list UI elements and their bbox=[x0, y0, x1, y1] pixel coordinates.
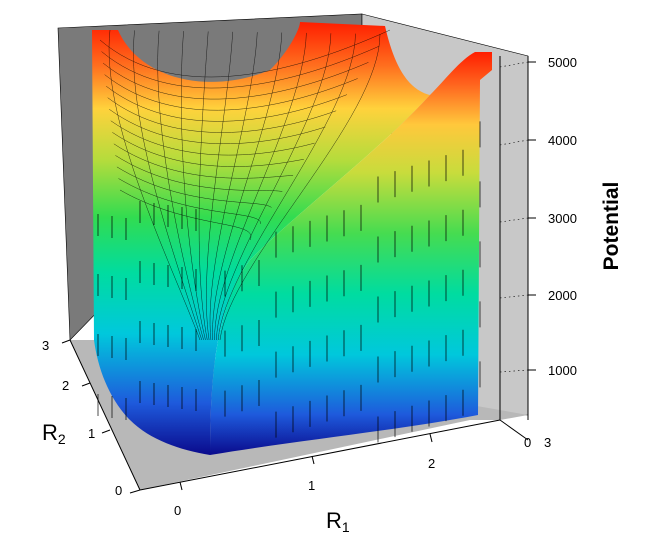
potential-tick-1000: 1000 bbox=[548, 363, 577, 378]
r1-axis-label-main: R bbox=[326, 508, 342, 533]
mesh-line bbox=[217, 33, 356, 341]
r1-axis-label-sub: 1 bbox=[342, 519, 350, 535]
r1-axis-label: R1 bbox=[326, 508, 350, 535]
mesh-line bbox=[107, 97, 337, 133]
r1-tick-0: 0 bbox=[174, 503, 181, 518]
mesh-line bbox=[216, 33, 332, 341]
mesh-line bbox=[209, 32, 258, 341]
mesh-line bbox=[212, 32, 283, 341]
r1-axis-tickmarks bbox=[179, 433, 433, 491]
mesh-line bbox=[106, 85, 348, 122]
potential-tick-5000: 5000 bbox=[548, 55, 577, 70]
potential-axis-label: Potential bbox=[600, 182, 623, 271]
potential-tick-4000: 4000 bbox=[548, 133, 577, 148]
potential-tick-3000: 3000 bbox=[548, 211, 577, 226]
mesh-line bbox=[198, 31, 209, 341]
r2-axis-label: R2 bbox=[42, 420, 66, 447]
mesh-line bbox=[118, 178, 262, 224]
potential-tick-0: 0 bbox=[524, 435, 531, 450]
mesh-line bbox=[116, 166, 272, 208]
mesh-line bbox=[101, 45, 380, 89]
r2-axis-label-main: R bbox=[42, 420, 58, 445]
mesh-line bbox=[104, 74, 358, 111]
mesh-line bbox=[110, 120, 315, 156]
r1-tick-1: 1 bbox=[308, 478, 315, 493]
mesh-line bbox=[102, 62, 369, 100]
r2-tick-3: 3 bbox=[42, 338, 49, 353]
r2-axis-label-sub: 2 bbox=[58, 431, 66, 447]
mesh-line bbox=[157, 30, 204, 341]
mesh-line bbox=[206, 31, 233, 341]
wall-gridlines bbox=[499, 61, 529, 373]
surface-vertical-hatching bbox=[97, 121, 481, 443]
surface-mesh bbox=[99, 29, 391, 341]
mesh-line bbox=[99, 29, 391, 78]
mesh-line bbox=[219, 33, 381, 341]
r1-tick-2: 2 bbox=[428, 456, 435, 471]
r2-tick-0: 0 bbox=[115, 483, 122, 498]
r2-axis-tickmarks bbox=[61, 339, 141, 494]
potential-tick-2000: 2000 bbox=[548, 288, 577, 303]
mesh-line bbox=[214, 32, 307, 341]
potential-axis-tickmarks bbox=[528, 61, 536, 371]
mesh-line bbox=[181, 31, 206, 341]
surface-right-sheet bbox=[210, 52, 492, 455]
mesh-line bbox=[112, 132, 304, 167]
mesh-line bbox=[113, 143, 294, 179]
r2-tick-1: 1 bbox=[88, 426, 95, 441]
mesh-line bbox=[109, 109, 326, 144]
r2-tick-2: 2 bbox=[62, 378, 69, 393]
mesh-line bbox=[108, 29, 201, 341]
axes bbox=[69, 56, 529, 491]
r1-tick-3: 3 bbox=[544, 435, 551, 450]
mesh-line bbox=[133, 30, 203, 341]
surface-left-sheet bbox=[92, 22, 430, 455]
